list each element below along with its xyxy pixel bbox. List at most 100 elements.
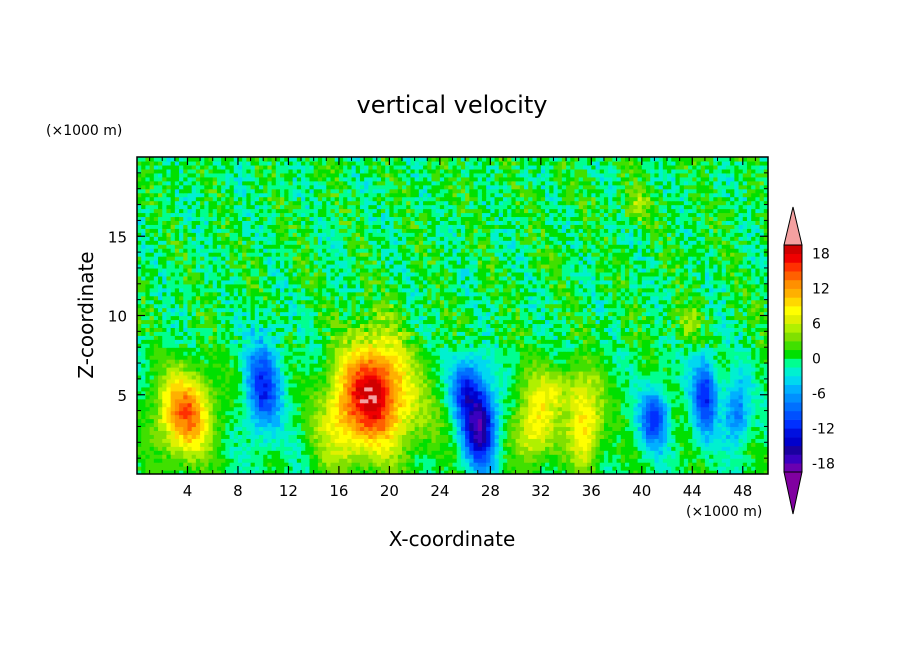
- field-cell: [755, 359, 761, 364]
- field-cell: [216, 450, 222, 455]
- field-cell: [229, 450, 235, 455]
- field-cell: [477, 347, 483, 352]
- field-cell: [208, 418, 214, 424]
- field-cell: [524, 442, 529, 447]
- field-cell: [402, 402, 407, 408]
- field-cell: [616, 458, 622, 463]
- field-cell: [667, 390, 672, 396]
- field-cell: [582, 367, 588, 372]
- field-cell: [460, 402, 466, 408]
- field-cell: [444, 398, 449, 404]
- field-cell: [494, 363, 500, 368]
- field-cell: [746, 446, 752, 451]
- field-cell: [713, 454, 719, 459]
- field-cell: [368, 343, 374, 348]
- field-cell: [355, 470, 361, 474]
- field-cell: [524, 458, 529, 463]
- field-cell: [561, 422, 567, 428]
- field-cell: [763, 442, 768, 447]
- field-cell: [486, 402, 491, 408]
- field-cell: [713, 470, 719, 474]
- field-cell: [477, 450, 483, 455]
- field-cell: [444, 410, 449, 416]
- field-cell: [532, 351, 538, 356]
- field-cell: [465, 470, 470, 474]
- field-cell: [486, 422, 491, 428]
- field-cell: [397, 470, 403, 474]
- field-cell: [473, 410, 479, 416]
- field-cell: [742, 386, 748, 392]
- field-cell: [633, 410, 639, 416]
- field-cell: [490, 394, 496, 400]
- field-cell: [263, 398, 269, 404]
- field-cell: [608, 386, 613, 392]
- field-cell: [355, 347, 361, 352]
- field-cell: [650, 418, 656, 424]
- field-cell: [507, 394, 512, 400]
- field-cell: [566, 442, 571, 447]
- field-cell: [738, 426, 744, 432]
- field-cell: [553, 462, 559, 467]
- field-cell: [734, 410, 740, 416]
- field-cell: [637, 370, 643, 376]
- field-cell: [313, 410, 319, 416]
- field-cell: [633, 390, 639, 396]
- field-cell: [629, 466, 634, 471]
- field-cell: [763, 438, 768, 443]
- field-cell: [183, 446, 189, 451]
- field-cell: [359, 406, 365, 412]
- field-cell: [444, 363, 449, 368]
- field-cell: [288, 394, 294, 400]
- field-cell: [599, 458, 605, 463]
- field-cell: [372, 430, 378, 435]
- field-cell: [347, 378, 353, 384]
- field-cell: [654, 382, 660, 388]
- field-cell: [242, 347, 247, 352]
- field-cell: [170, 446, 176, 451]
- field-cell: [574, 454, 580, 459]
- field-cell: [540, 470, 546, 474]
- field-cell: [166, 446, 172, 451]
- field-cell: [208, 351, 214, 356]
- field-cell: [486, 370, 491, 376]
- field-cell: [313, 370, 319, 376]
- field-cell: [170, 454, 176, 459]
- field-cell: [334, 446, 340, 451]
- field-cell: [166, 402, 172, 408]
- field-cell: [502, 398, 508, 404]
- field-cell: [233, 422, 239, 428]
- field-cell: [162, 450, 168, 455]
- field-cell: [372, 446, 378, 451]
- field-cell: [393, 390, 399, 396]
- field-cell: [225, 386, 231, 392]
- field-cell: [452, 430, 458, 435]
- field-cell: [288, 466, 294, 471]
- field-cell: [511, 430, 517, 435]
- field-cell: [717, 374, 723, 380]
- field-cell: [490, 438, 496, 443]
- field-cell: [271, 343, 277, 348]
- field-cell: [608, 458, 613, 463]
- field-cell: [233, 374, 239, 380]
- field-cell: [179, 386, 184, 392]
- field-cell: [574, 470, 580, 474]
- field-cell: [582, 434, 588, 439]
- field-cell: [587, 466, 592, 471]
- field-cell: [376, 394, 382, 400]
- field-cell: [616, 363, 622, 368]
- field-cell: [263, 390, 269, 396]
- field-cell: [275, 394, 281, 400]
- field-cell: [414, 347, 420, 352]
- field-cell: [721, 382, 727, 388]
- field-cell: [696, 458, 702, 463]
- field-cell: [435, 351, 441, 356]
- field-cell: [166, 370, 172, 376]
- field-cell: [730, 426, 735, 432]
- field-cell: [225, 355, 231, 360]
- field-cell: [629, 402, 634, 408]
- field-cell: [271, 355, 277, 360]
- field-cell: [629, 406, 634, 412]
- field-cell: [616, 355, 622, 360]
- field-cell: [372, 374, 378, 380]
- field-cell: [439, 414, 445, 420]
